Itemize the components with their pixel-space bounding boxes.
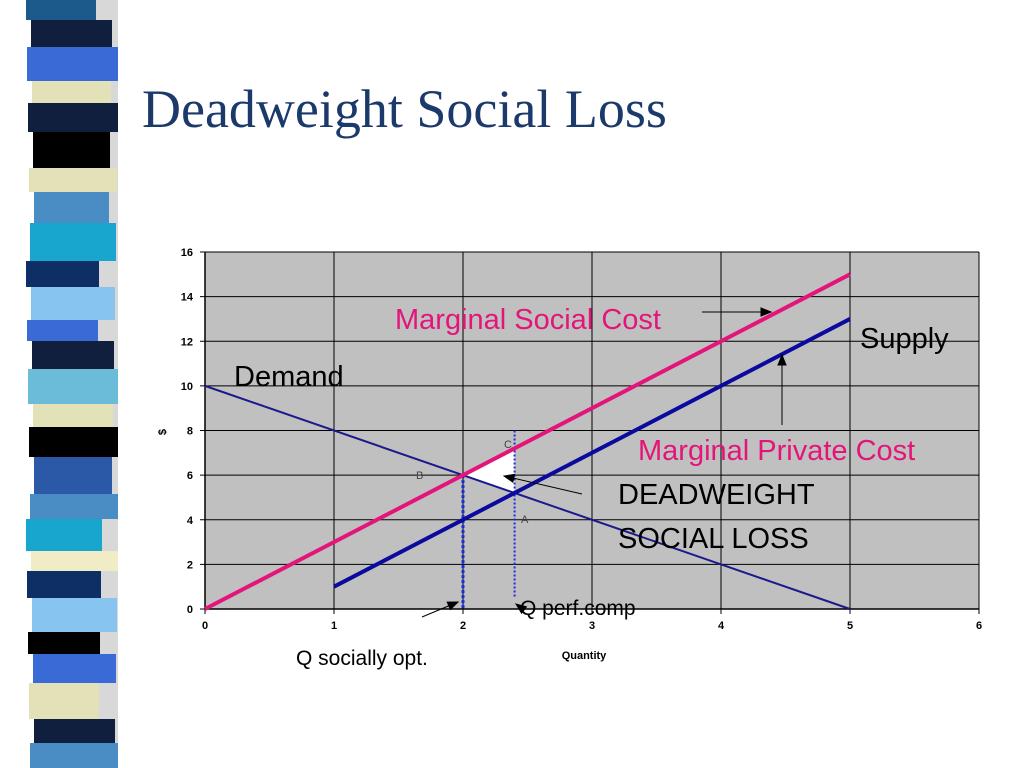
supply-label: Supply <box>860 323 949 355</box>
strip-block <box>26 519 102 551</box>
strip-block <box>28 103 118 132</box>
x-axis-label: Quantity <box>562 650 607 662</box>
q-perf-comp-label: Q perf.comp <box>520 597 636 620</box>
x-tick-label: 3 <box>589 620 595 632</box>
point-a-label: A <box>521 514 529 526</box>
demand-line <box>204 384 851 610</box>
mpc-label: Marginal Private Cost <box>638 435 915 467</box>
dwl-label-line1: DEADWEIGHT <box>618 479 815 511</box>
y-tick-label: 2 <box>187 559 193 571</box>
x-tick-label: 1 <box>331 620 337 632</box>
strip-block <box>29 427 118 457</box>
point-c-label: C <box>504 439 512 451</box>
y-tick-label: 6 <box>187 470 193 482</box>
strip-block <box>27 320 98 341</box>
strip-block <box>32 598 117 632</box>
y-tick-label: 8 <box>187 426 193 438</box>
y-tick-label: 12 <box>181 336 193 348</box>
strip-block <box>27 571 101 598</box>
y-tick-label: 10 <box>181 381 193 393</box>
strip-block <box>30 223 116 261</box>
strip-block <box>27 47 118 81</box>
strip-block <box>34 719 115 743</box>
q-socially-opt-label: Q socially opt. <box>296 647 428 670</box>
msc-label: Marginal Social Cost <box>395 304 661 336</box>
strip-block <box>33 404 113 427</box>
slide-title: Deadweight Social Loss <box>142 79 667 139</box>
strip-block <box>26 261 99 287</box>
strip-block <box>30 494 118 519</box>
y-tick-label: 0 <box>187 604 193 616</box>
strip-block <box>33 132 110 168</box>
dwl-arrow-head <box>502 473 516 483</box>
q-perf-comp-arrow-head <box>514 603 528 615</box>
y-axis-label: $ <box>157 429 169 435</box>
q-socially-opt-arrow-head <box>446 601 460 611</box>
deadweight-loss-triangle <box>463 448 515 493</box>
x-tick-label: 0 <box>202 620 208 632</box>
strip-block <box>26 0 96 20</box>
msc-line <box>204 272 851 611</box>
y-tick-label: 14 <box>181 292 194 304</box>
x-tick-label: 6 <box>976 620 982 632</box>
y-tick-label: 4 <box>187 515 194 527</box>
strip-block <box>34 192 109 223</box>
gridlines <box>204 251 980 610</box>
strip-block <box>32 341 114 369</box>
strip-block <box>28 369 118 404</box>
strip-block <box>28 632 100 654</box>
strip-block <box>31 287 115 320</box>
strip-block <box>32 81 111 103</box>
strip-block <box>34 457 112 494</box>
x-tick-label: 2 <box>460 620 466 632</box>
mpc-arrow-head <box>777 353 787 366</box>
strip-block <box>29 168 117 192</box>
demand-label: Demand <box>234 361 344 393</box>
point-b-label: B <box>416 470 423 482</box>
msc-arrow-head <box>760 307 773 317</box>
dwl-arrow <box>503 475 583 495</box>
strip-block <box>31 20 112 47</box>
strip-block <box>31 551 118 571</box>
supply-line <box>333 317 851 589</box>
y-tick-label: 16 <box>181 247 193 259</box>
strip-block <box>33 654 116 683</box>
decorative-left-strip <box>0 0 118 768</box>
strip-block <box>29 683 99 719</box>
x-tick-label: 4 <box>718 620 725 632</box>
x-tick-label: 5 <box>847 620 853 632</box>
dwl-label-line2: SOCIAL LOSS <box>618 523 809 555</box>
strip-block <box>30 743 118 768</box>
